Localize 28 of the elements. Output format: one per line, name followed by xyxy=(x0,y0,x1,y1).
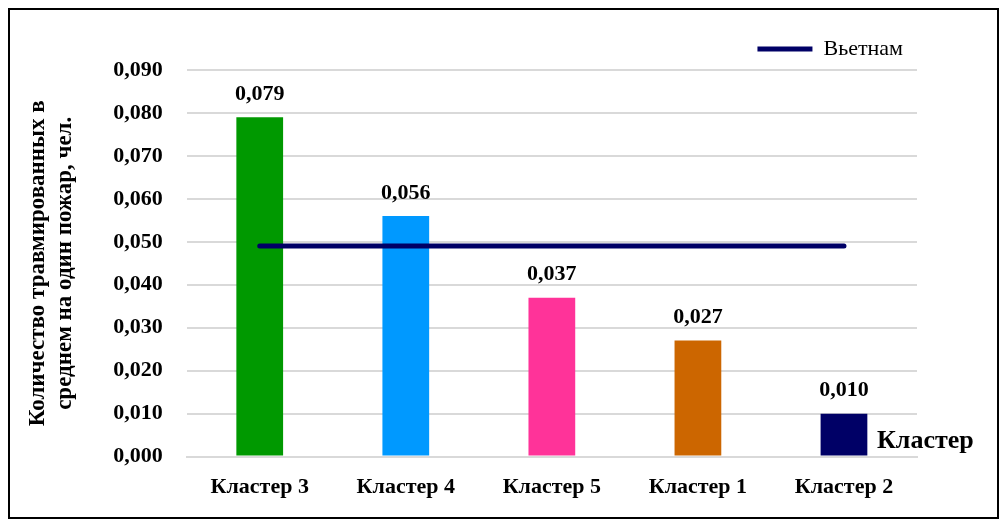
x-tick-label: Кластер 4 xyxy=(356,473,455,499)
y-axis-title: Количество травмированных в среднем на один пожар, чел. xyxy=(23,100,77,427)
bar xyxy=(236,117,284,456)
legend-label: Вьетнам xyxy=(823,34,904,60)
x-tick-label: Кластер 5 xyxy=(502,473,602,499)
x-axis-title: Кластер xyxy=(877,425,974,455)
y-tick-label: 0,060 xyxy=(113,184,163,210)
x-tick-label: Кластер 2 xyxy=(794,473,894,499)
y-tick-label: 0,040 xyxy=(113,270,163,296)
data-label: 0,027 xyxy=(673,303,723,329)
data-label: 0,079 xyxy=(234,79,285,105)
y-tick-label: 0,090 xyxy=(113,55,163,81)
bar xyxy=(382,216,430,456)
bar xyxy=(528,297,576,456)
data-label: 0,056 xyxy=(381,178,431,204)
bar xyxy=(820,413,868,456)
y-tick-label: 0,010 xyxy=(113,399,163,425)
y-tick-label: 0,020 xyxy=(113,356,163,382)
y-tick-label: 0,050 xyxy=(113,227,163,253)
y-tick-label: 0,070 xyxy=(113,141,163,167)
bar xyxy=(674,340,722,456)
data-label: 0,037 xyxy=(527,260,577,286)
y-tick-label: 0,080 xyxy=(113,98,163,124)
x-tick-label: Кластер 1 xyxy=(648,473,748,499)
x-tick-label: Кластер 3 xyxy=(210,473,309,499)
y-tick-label: 0,030 xyxy=(113,313,163,339)
y-tick-label: 0,000 xyxy=(113,442,163,468)
data-label: 0,010 xyxy=(819,376,869,402)
